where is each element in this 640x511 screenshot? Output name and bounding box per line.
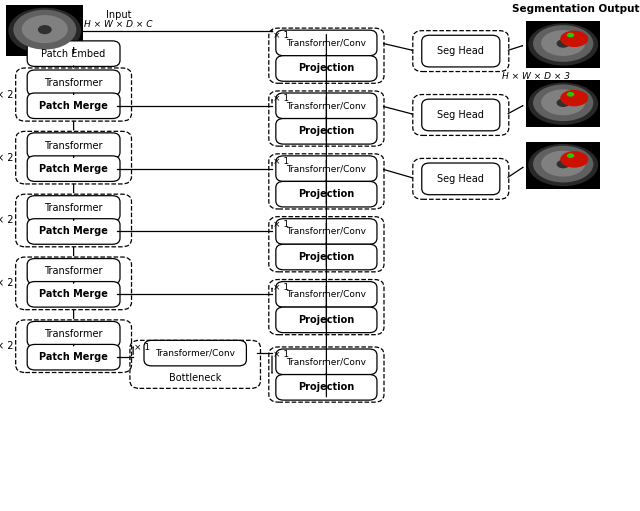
- FancyBboxPatch shape: [144, 340, 246, 366]
- Text: Transformer/Conv: Transformer/Conv: [287, 357, 366, 366]
- FancyBboxPatch shape: [28, 41, 120, 66]
- Text: Transformer: Transformer: [44, 203, 103, 214]
- Text: Transformer/Conv: Transformer/Conv: [287, 38, 366, 48]
- Text: Segmentation Output: Segmentation Output: [512, 4, 640, 14]
- Ellipse shape: [541, 151, 586, 177]
- Text: × 1: × 1: [273, 31, 289, 40]
- Text: × 1: × 1: [273, 350, 289, 359]
- Text: Transformer: Transformer: [44, 329, 103, 339]
- FancyBboxPatch shape: [276, 30, 377, 56]
- Text: Projection: Projection: [298, 252, 355, 262]
- FancyBboxPatch shape: [276, 307, 377, 333]
- Text: Projection: Projection: [298, 315, 355, 325]
- FancyBboxPatch shape: [28, 344, 120, 370]
- Ellipse shape: [533, 146, 593, 182]
- FancyBboxPatch shape: [276, 93, 377, 119]
- FancyBboxPatch shape: [28, 156, 120, 181]
- Ellipse shape: [560, 151, 588, 168]
- Text: Patch Merge: Patch Merge: [39, 226, 108, 237]
- Ellipse shape: [560, 31, 588, 47]
- FancyBboxPatch shape: [28, 259, 120, 284]
- FancyBboxPatch shape: [276, 282, 377, 307]
- Text: Bottleneck: Bottleneck: [169, 373, 221, 383]
- Text: Patch Merge: Patch Merge: [39, 289, 108, 299]
- FancyBboxPatch shape: [422, 99, 500, 131]
- Text: Seg Head: Seg Head: [437, 174, 484, 184]
- FancyBboxPatch shape: [276, 119, 377, 144]
- Text: × 2: × 2: [0, 216, 14, 225]
- Text: Transformer: Transformer: [44, 266, 103, 276]
- Ellipse shape: [528, 24, 598, 65]
- FancyBboxPatch shape: [28, 93, 120, 119]
- Ellipse shape: [567, 92, 574, 97]
- FancyBboxPatch shape: [28, 133, 120, 158]
- Bar: [6, 5, 83, 56]
- Ellipse shape: [528, 144, 598, 186]
- Text: × 1: × 1: [273, 157, 289, 166]
- Ellipse shape: [557, 160, 570, 168]
- FancyBboxPatch shape: [276, 56, 377, 81]
- Text: Seg Head: Seg Head: [437, 110, 484, 120]
- FancyBboxPatch shape: [28, 321, 120, 347]
- Bar: [526, 21, 600, 68]
- FancyBboxPatch shape: [276, 375, 377, 400]
- FancyBboxPatch shape: [422, 35, 500, 67]
- Ellipse shape: [528, 83, 598, 125]
- FancyBboxPatch shape: [28, 282, 120, 307]
- Text: Transformer/Conv: Transformer/Conv: [287, 227, 366, 236]
- Text: Patch Merge: Patch Merge: [39, 101, 108, 111]
- Ellipse shape: [38, 25, 52, 34]
- Text: Input: Input: [106, 10, 131, 20]
- Text: × 1: × 1: [273, 283, 289, 292]
- Text: Projection: Projection: [298, 63, 355, 74]
- Text: × 1: × 1: [273, 220, 289, 229]
- Text: Transformer: Transformer: [44, 141, 103, 151]
- FancyBboxPatch shape: [276, 156, 377, 181]
- Text: × 2: × 2: [0, 153, 14, 162]
- Ellipse shape: [560, 90, 588, 106]
- Text: H × W × D × 3: H × W × D × 3: [502, 72, 570, 81]
- FancyBboxPatch shape: [28, 70, 120, 96]
- Text: Projection: Projection: [298, 126, 355, 136]
- Text: × 2: × 2: [0, 278, 14, 288]
- FancyBboxPatch shape: [28, 196, 120, 221]
- Ellipse shape: [557, 99, 570, 107]
- Ellipse shape: [541, 30, 586, 56]
- Text: × 2: × 2: [0, 89, 14, 100]
- FancyBboxPatch shape: [422, 163, 500, 195]
- Text: Transformer/Conv: Transformer/Conv: [287, 290, 366, 299]
- Ellipse shape: [533, 84, 593, 121]
- Text: Projection: Projection: [298, 189, 355, 199]
- FancyBboxPatch shape: [276, 181, 377, 207]
- Ellipse shape: [22, 15, 68, 43]
- Ellipse shape: [557, 39, 570, 48]
- Ellipse shape: [541, 89, 586, 115]
- Text: Patch Merge: Patch Merge: [39, 352, 108, 362]
- Text: × 2: × 2: [0, 341, 14, 351]
- Text: Patch Embed: Patch Embed: [42, 49, 106, 59]
- FancyBboxPatch shape: [276, 349, 377, 375]
- Text: Transformer: Transformer: [44, 78, 103, 88]
- Ellipse shape: [8, 8, 81, 54]
- Ellipse shape: [533, 25, 593, 62]
- Ellipse shape: [567, 153, 574, 158]
- Text: H × W × D × C: H × W × D × C: [84, 19, 153, 29]
- Text: Projection: Projection: [298, 382, 355, 392]
- Text: Patch Merge: Patch Merge: [39, 164, 108, 174]
- FancyBboxPatch shape: [276, 244, 377, 270]
- Text: Transformer/Conv: Transformer/Conv: [155, 349, 236, 358]
- Text: Transformer/Conv: Transformer/Conv: [287, 101, 366, 110]
- Text: × 1: × 1: [273, 94, 289, 103]
- Ellipse shape: [567, 33, 574, 37]
- Ellipse shape: [13, 10, 76, 50]
- Text: Seg Head: Seg Head: [437, 46, 484, 56]
- Text: Transformer/Conv: Transformer/Conv: [287, 164, 366, 173]
- FancyBboxPatch shape: [28, 219, 120, 244]
- Text: × 1: × 1: [134, 343, 150, 353]
- FancyBboxPatch shape: [276, 219, 377, 244]
- Bar: [526, 142, 600, 189]
- Bar: [526, 80, 600, 127]
